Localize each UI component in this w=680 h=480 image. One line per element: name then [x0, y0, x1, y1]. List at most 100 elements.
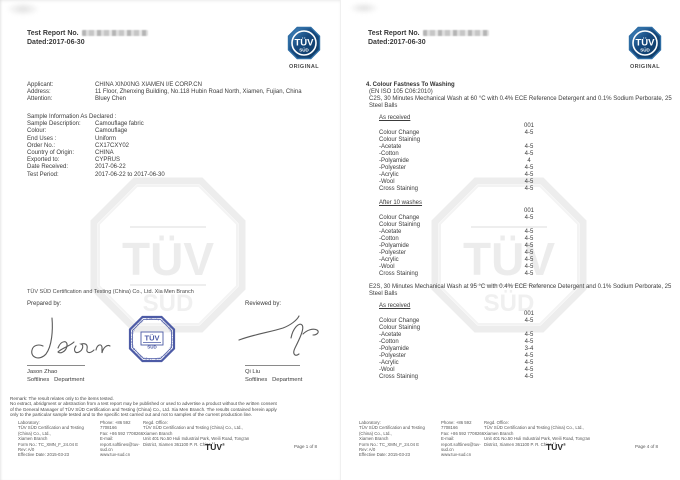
fastness-label: Colour Staining: [379, 222, 421, 228]
footer-line: Phone: +86 592 7708166: [100, 420, 131, 431]
info-label: Attention:: [27, 96, 53, 103]
info-row: Colour: Camouflage: [27, 128, 327, 135]
footer-line: E-mail:: [100, 436, 114, 442]
info-row: Order No.: CX17CXY02: [27, 143, 327, 150]
fastness-rows: Colour Change 4-5 Colour Staining -Aceta…: [366, 318, 676, 381]
fastness-row: -Wool 4-5: [366, 264, 676, 271]
footer-line: Laboratory:: [18, 420, 40, 425]
wash-block-c2s: C2S, 30 Minutes Mechanical Wash at 60 °C…: [366, 96, 676, 193]
info-row: Sample Description: Camouflage fabric: [27, 121, 327, 128]
fastness-label: -Cotton: [379, 236, 399, 242]
footer-line: Form No.: TC_XMN_F_24.04 E: [18, 441, 79, 447]
page-number: Page 4 of 8: [635, 444, 659, 449]
footer-line: Rev: A/0: [359, 447, 376, 453]
watermark-sud-text: SÜD: [143, 290, 194, 317]
fastness-label: Colour Staining: [379, 325, 421, 331]
footer-line: Xiamen Branch: [484, 430, 514, 436]
info-value: 2017-06-22 to 2017-06-30: [95, 171, 165, 178]
reviewer-signature-line: [245, 365, 300, 366]
fastness-label: Cross Staining: [379, 271, 419, 277]
fastness-value: 4-5: [524, 186, 534, 192]
reviewer-department: Softlines Department: [245, 377, 303, 383]
wash-condition: After 10 washes: [379, 200, 423, 206]
scan-artifact: [6, 2, 40, 16]
fastness-label: -Wool: [379, 367, 395, 373]
info-label: Test Period:: [27, 171, 59, 178]
fastness-label: Cross Staining: [379, 374, 419, 380]
fastness-label: -Acrylic: [379, 172, 399, 178]
fastness-rows: Colour Change 4-5 Colour Staining -Aceta…: [366, 215, 676, 278]
fastness-value: 4-5: [524, 229, 534, 235]
company-stamp-icon: TÜV SÜD CERTIFICATION AND TESTING (CHINA…: [127, 311, 176, 363]
report-date: Dated:2017-06-30: [368, 38, 426, 46]
fastness-label: -Wool: [379, 264, 395, 270]
tuv-sud-logo: TÜV SÜD ORIGINAL: [284, 26, 324, 70]
fastness-label: -Acrylic: [379, 257, 399, 263]
info-row: Test Period: 2017-06-22 to 2017-06-30: [27, 172, 327, 179]
wash-block-e2s: E2S, 30 Minutes Mechanical Wash at 95 °C…: [366, 284, 676, 381]
info-value: CX17CXY02: [95, 142, 130, 149]
column-header: 001: [523, 123, 534, 129]
footer-tuv-logo: TÜV®: [205, 441, 225, 452]
reviewed-by-label: Reviewed by:: [245, 301, 282, 307]
tuv-sud-octagon-icon: TÜV SÜD: [628, 26, 662, 60]
fastness-label: -Acetate: [379, 332, 402, 338]
report-date: Dated:2017-06-30: [27, 38, 85, 46]
footer-line: www.tuv-sud.cn: [441, 452, 472, 458]
fastness-value: 4-5: [524, 367, 534, 373]
fastness-value: 4-5: [524, 130, 534, 136]
svg-text:TÜV: TÜV: [295, 38, 315, 49]
svg-text:SÜD: SÜD: [640, 47, 650, 53]
footer-line: TÜV SÜD Certification and Testing: [359, 425, 425, 431]
footer-office: Regd. Office: TÜV SÜD Certification and T…: [143, 420, 283, 447]
footer-line: Unit 401 No.50 Huli Industrial Park, Wei…: [484, 436, 591, 442]
info-row: Applicant: CHINA XINXING XIAMEN I/E CORP…: [27, 82, 327, 89]
fastness-row: -Acrylic 4-5: [366, 257, 676, 264]
tuv-sud-octagon-icon: TÜV SÜD: [287, 26, 321, 60]
footer-tuv-logo: TÜV®: [546, 441, 566, 452]
svg-text:SÜD: SÜD: [147, 344, 157, 350]
info-label: End Uses :: [27, 135, 57, 142]
remark-line: No extract, abridgment or abstraction fr…: [10, 401, 277, 407]
info-row: Address: 11 Floor, Zhenxing Building, No…: [27, 89, 327, 96]
fastness-row: -Acetate 4-5: [366, 144, 676, 151]
fastness-label: Colour Staining: [379, 137, 421, 143]
info-value: Camouflage fabric: [95, 121, 144, 128]
info-value: Uniform: [95, 135, 117, 142]
report-header: Test Report No. Dated:2017-06-30: [368, 30, 489, 47]
footer-line: Effective Date: 2015-03-23: [18, 452, 70, 458]
fastness-row: -Polyamide 3-4: [366, 346, 676, 353]
fastness-value: 4-5: [524, 332, 534, 338]
fastness-row: Colour Change 4-5: [366, 130, 676, 137]
fastness-label: -Acetate: [379, 229, 402, 235]
svg-text:SÜD: SÜD: [484, 290, 535, 317]
footer-line: Laboratory:: [359, 420, 381, 425]
footer-line: report.softlines@tuv-sud.cn: [100, 441, 140, 453]
fastness-value: 4-5: [524, 165, 534, 171]
footer-laboratory: Laboratory: TÜV SÜD Certification and Tes…: [18, 420, 98, 458]
fastness-row: -Cotton 4-5: [366, 151, 676, 158]
sample-info-rows: Sample Description: Camouflage fabric Co…: [27, 121, 327, 179]
fastness-label: -Acetate: [379, 144, 402, 150]
fastness-value: 4-5: [524, 215, 534, 221]
fastness-label: Colour Change: [379, 130, 420, 136]
wash-method: E2S, 30 Minutes Mechanical Wash at 95 °C…: [369, 284, 672, 297]
fastness-value: 4-5: [524, 271, 534, 277]
info-value: Bluey Chen: [95, 96, 127, 103]
footer-line: Rev: A/0: [18, 447, 35, 453]
fastness-row: Cross Staining 4-5: [366, 186, 676, 193]
info-label: Address:: [27, 89, 51, 96]
fastness-label: Colour Change: [379, 215, 420, 221]
fastness-label: Cross Staining: [379, 186, 419, 192]
fastness-label: -Wool: [379, 179, 395, 185]
tuv-sud-watermark-icon: TÜV SÜD: [431, 177, 587, 333]
prepared-by-label: Prepared by:: [27, 301, 62, 307]
footer-laboratory: Laboratory: TÜV SÜD Certification and Tes…: [359, 420, 439, 458]
column-header: 001: [523, 311, 534, 317]
fastness-row: -Polyamide 4: [366, 158, 676, 165]
fastness-row: -Polyester 4-5: [366, 165, 676, 172]
preparer-signature-line: [27, 365, 85, 366]
fastness-row: -Polyamide 4-5: [366, 243, 676, 250]
fastness-value: 4-5: [524, 250, 534, 256]
sample-section-title: Sample Information As Declared :: [27, 114, 117, 120]
